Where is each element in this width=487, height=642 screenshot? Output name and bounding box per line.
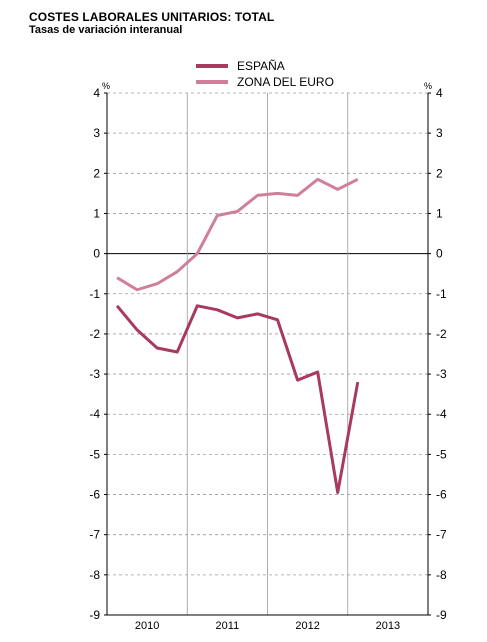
x-tick-label: 2011 (216, 620, 240, 632)
chart-subtitle: Tasas de variación interanual (29, 24, 183, 36)
y-tick-label-left: -7 (89, 528, 100, 542)
y-tick-label-left: 0 (93, 247, 100, 261)
y-tick-label-right: -7 (436, 528, 447, 542)
x-tick-label: 2010 (135, 620, 159, 632)
y-tick-label-left: 1 (93, 206, 100, 220)
y-unit-label-left: % (102, 81, 110, 91)
y-tick-label-left: 4 (93, 86, 100, 100)
y-tick-label-left: 2 (93, 166, 100, 180)
y-tick-label-right: -4 (436, 407, 447, 421)
y-tick-label-right: -8 (436, 568, 447, 582)
y-tick-label-right: -2 (436, 327, 447, 341)
y-tick-label-left: -8 (89, 568, 100, 582)
y-tick-label-right: -3 (436, 367, 447, 381)
y-tick-label-left: -5 (89, 447, 100, 461)
legend: ESPAÑA ZONA DEL EURO (196, 59, 334, 89)
grid (107, 92, 428, 615)
series-lines (115, 177, 360, 495)
y-tick-label-left: -6 (89, 488, 100, 502)
series-line-espana (115, 304, 360, 495)
y-tick-label-right: -9 (436, 608, 447, 622)
y-tick-label-left: -1 (89, 287, 100, 301)
y-tick-label-right: 1 (436, 206, 443, 220)
y-tick-label-right: -1 (436, 287, 447, 301)
y-tick-label-left: -2 (89, 327, 100, 341)
y-tick-label-right: -6 (436, 488, 447, 502)
y-tick-label-left: -3 (89, 367, 100, 381)
y-unit-label-right: % (424, 81, 432, 91)
y-tick-label-right: 0 (436, 247, 443, 261)
y-tick-label-left: -9 (89, 608, 100, 622)
x-tick-label: 2012 (295, 620, 319, 632)
axes: % %4 43 32 21 10 0-1 -1-2 -2-3 -3-4 -4-5 -5-6 -6-7 -7… (89, 81, 447, 632)
series-line-zona-del-euro (116, 177, 359, 292)
legend-label: ESPAÑA (237, 59, 285, 73)
y-tick-label-right: 4 (436, 86, 443, 100)
y-tick-label-right: 2 (436, 166, 443, 180)
x-tick-label: 2013 (376, 620, 400, 632)
legend-label: ZONA DEL EURO (237, 75, 334, 89)
y-tick-label-right: 3 (436, 126, 443, 140)
chart-title: COSTES LABORALES UNITARIOS: TOTAL (29, 10, 275, 24)
y-tick-label-right: -5 (436, 447, 447, 461)
y-tick-label-left: 3 (93, 126, 100, 140)
y-tick-label-left: -4 (89, 407, 100, 421)
